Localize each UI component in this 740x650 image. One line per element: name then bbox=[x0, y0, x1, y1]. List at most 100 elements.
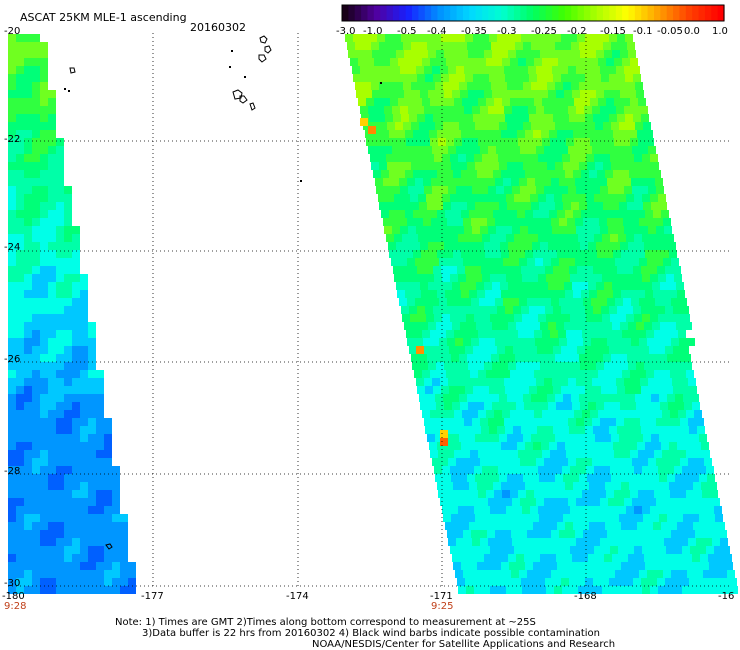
data-pixel bbox=[599, 258, 607, 266]
data-pixel bbox=[597, 482, 605, 490]
data-pixel bbox=[712, 498, 720, 506]
data-pixel bbox=[533, 442, 541, 450]
data-pixel bbox=[425, 346, 433, 354]
data-pixel bbox=[462, 330, 470, 338]
data-pixel bbox=[600, 66, 608, 74]
data-pixel bbox=[554, 546, 562, 554]
data-pixel bbox=[478, 450, 486, 458]
data-pixel bbox=[517, 170, 525, 178]
data-pixel bbox=[439, 298, 447, 306]
data-pixel bbox=[638, 330, 646, 338]
data-pixel bbox=[529, 114, 537, 122]
data-pixel bbox=[608, 498, 616, 506]
data-pixel bbox=[80, 410, 88, 418]
data-pixel bbox=[355, 42, 363, 50]
data-pixel bbox=[530, 586, 538, 594]
data-pixel bbox=[24, 114, 32, 122]
data-pixel bbox=[72, 578, 80, 586]
data-pixel bbox=[708, 554, 716, 562]
data-pixel bbox=[483, 202, 491, 210]
data-pixel bbox=[401, 114, 409, 122]
data-pixel bbox=[64, 242, 72, 250]
data-pixel bbox=[392, 186, 400, 194]
data-pixel bbox=[671, 298, 679, 306]
colorbar-swatch bbox=[717, 5, 725, 21]
data-pixel bbox=[512, 226, 520, 234]
data-pixel bbox=[648, 226, 656, 234]
data-pixel bbox=[409, 34, 417, 42]
data-pixel bbox=[405, 250, 413, 258]
data-pixel bbox=[80, 458, 88, 466]
data-pixel bbox=[602, 234, 610, 242]
data-pixel bbox=[32, 314, 40, 322]
data-pixel bbox=[507, 122, 515, 130]
data-pixel bbox=[16, 178, 24, 186]
data-pixel bbox=[474, 506, 482, 514]
data-pixel bbox=[480, 498, 488, 506]
data-pixel bbox=[627, 394, 635, 402]
data-pixel bbox=[596, 554, 604, 562]
data-pixel bbox=[471, 530, 479, 538]
data-pixel bbox=[394, 274, 402, 282]
data-pixel bbox=[546, 234, 554, 242]
data-pixel bbox=[634, 314, 642, 322]
data-pixel bbox=[389, 250, 397, 258]
data-pixel bbox=[503, 338, 511, 346]
data-pixel bbox=[32, 330, 40, 338]
data-pixel bbox=[450, 234, 458, 242]
data-pixel bbox=[444, 242, 452, 250]
data-pixel bbox=[594, 506, 602, 514]
data-pixel bbox=[56, 186, 64, 194]
data-pixel bbox=[32, 186, 40, 194]
data-pixel bbox=[24, 146, 32, 154]
data-pixel bbox=[719, 530, 727, 538]
data-pixel bbox=[640, 186, 648, 194]
data-pixel bbox=[626, 234, 634, 242]
data-pixel bbox=[654, 370, 662, 378]
data-pixel bbox=[493, 482, 501, 490]
data-pixel bbox=[611, 82, 619, 90]
data-pixel bbox=[366, 98, 374, 106]
data-pixel bbox=[484, 554, 492, 562]
data-pixel bbox=[8, 282, 16, 290]
data-pixel bbox=[435, 434, 443, 442]
data-pixel bbox=[546, 506, 554, 514]
data-pixel bbox=[411, 354, 419, 362]
data-pixel bbox=[620, 282, 628, 290]
data-pixel bbox=[449, 74, 457, 82]
data-pixel bbox=[674, 274, 682, 282]
data-pixel bbox=[674, 466, 682, 474]
data-pixel bbox=[616, 378, 624, 386]
data-pixel bbox=[668, 554, 676, 562]
data-pixel bbox=[482, 194, 490, 202]
data-pixel bbox=[614, 58, 622, 66]
data-pixel bbox=[447, 258, 455, 266]
data-pixel bbox=[457, 426, 465, 434]
data-pixel bbox=[104, 490, 112, 498]
data-pixel bbox=[32, 434, 40, 442]
data-pixel bbox=[508, 242, 516, 250]
data-pixel bbox=[463, 298, 471, 306]
data-pixel bbox=[573, 210, 581, 218]
data-pixel bbox=[643, 394, 651, 402]
data-pixel bbox=[443, 42, 451, 50]
data-pixel bbox=[540, 554, 548, 562]
data-pixel bbox=[538, 274, 546, 282]
data-pixel bbox=[8, 66, 16, 74]
data-pixel bbox=[454, 370, 462, 378]
data-pixel bbox=[32, 258, 40, 266]
data-pixel bbox=[616, 458, 624, 466]
data-pixel bbox=[567, 530, 575, 538]
data-pixel bbox=[595, 162, 603, 170]
data-pixel bbox=[16, 314, 24, 322]
data-pixel bbox=[550, 330, 558, 338]
data-pixel bbox=[40, 218, 48, 226]
data-pixel bbox=[621, 562, 629, 570]
data-pixel bbox=[480, 226, 488, 234]
data-pixel bbox=[475, 514, 483, 522]
data-pixel bbox=[603, 394, 611, 402]
data-pixel bbox=[48, 106, 56, 114]
data-pixel bbox=[610, 586, 618, 594]
data-pixel bbox=[532, 50, 540, 58]
data-pixel bbox=[484, 362, 492, 370]
